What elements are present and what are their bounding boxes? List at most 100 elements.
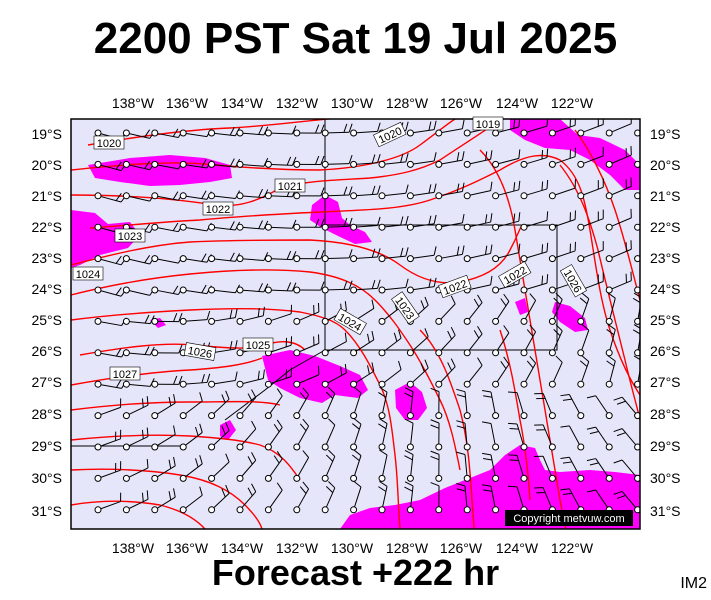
longitude-label-bottom: 132°W <box>276 540 319 556</box>
wind-barb <box>151 425 176 451</box>
wind-barb <box>435 213 465 231</box>
latitude-label-right: 26°S <box>650 343 681 359</box>
longitude-label-top: 134°W <box>221 95 264 111</box>
map-title: 2200 PST Sat 19 Jul 2025 <box>93 14 618 63</box>
wind-barb <box>560 456 585 482</box>
wind-barb <box>634 160 640 168</box>
copyright-text: Copyright metvuw.com <box>513 513 624 525</box>
wind-barb <box>634 286 640 294</box>
isobar-value: 1020 <box>97 138 121 150</box>
wind-barb <box>463 244 493 263</box>
latitude-label-right: 31°S <box>650 503 681 519</box>
wind-barb <box>577 178 604 200</box>
wind-barb <box>179 310 211 325</box>
wind-barb <box>430 387 443 420</box>
latitude-label-right: 21°S <box>650 188 681 204</box>
wind-barb <box>264 451 283 482</box>
map-frame <box>70 118 641 530</box>
wind-barb <box>151 313 183 325</box>
rain-area <box>552 302 588 332</box>
isobar-value: 1027 <box>113 369 137 381</box>
wind-barb <box>605 323 616 357</box>
wind-barb <box>350 386 362 420</box>
wind-barb <box>520 211 549 231</box>
wind-barb <box>435 358 456 388</box>
latitude-label-left: 20°S <box>31 157 62 173</box>
wind-barb <box>605 177 632 200</box>
wind-barb <box>179 455 203 482</box>
wind-barb <box>508 391 528 420</box>
wind-barb <box>406 214 437 231</box>
wind-barb <box>605 355 616 388</box>
wind-barb <box>634 192 640 200</box>
isobar-layer <box>71 119 640 529</box>
wind-barb <box>94 492 122 514</box>
latitude-label-left: 24°S <box>31 281 62 297</box>
isobar-label: 1023 <box>114 228 146 243</box>
isobar-label: 1025 <box>242 337 274 352</box>
latitude-label-right: 29°S <box>650 438 681 454</box>
isobar-value: 1019 <box>476 119 500 131</box>
latitude-label-left: 22°S <box>31 219 62 235</box>
longitude-label-top: 124°W <box>496 95 539 111</box>
wind-barb <box>293 365 320 388</box>
wind-barb <box>208 484 230 514</box>
wind-barb <box>208 422 230 451</box>
wind-barb <box>534 455 556 482</box>
latitude-label-left: 27°S <box>31 374 62 390</box>
wind-barb <box>613 396 640 420</box>
wind-barb <box>208 390 230 420</box>
longitude-label-top: 132°W <box>276 95 319 111</box>
wind-barb <box>236 389 257 420</box>
wind-barb <box>94 461 122 482</box>
wind-barb <box>508 422 528 451</box>
wind-barb <box>520 148 549 168</box>
rain-area <box>515 298 528 315</box>
wind-barb <box>321 481 336 514</box>
latitude-axis-left: 19°S 20°S 21°S 22°S 23°S 24°S 25°S 26°S 27°S 28°S… <box>31 126 62 519</box>
wind-barb <box>208 453 230 482</box>
wind-barb <box>236 306 265 325</box>
wind-barb <box>492 325 510 357</box>
isobar-label: 1020 <box>93 135 125 150</box>
latitude-label-right: 27°S <box>650 374 681 390</box>
wind-barb <box>560 393 585 420</box>
wind-barb <box>613 459 640 482</box>
wind-barb <box>548 210 576 231</box>
isobar-line <box>71 500 206 529</box>
wind-barb <box>435 295 456 325</box>
wind-barb <box>508 454 528 482</box>
latitude-label-right: 19°S <box>650 126 681 142</box>
wind-barb <box>321 280 353 294</box>
wind-barb <box>179 128 212 138</box>
latitude-label-left: 28°S <box>31 406 62 422</box>
isobar-line <box>71 119 501 207</box>
wind-barb-layer <box>94 119 640 514</box>
wind-barb <box>151 488 176 514</box>
wind-barb <box>586 395 613 420</box>
latitude-label-right: 25°S <box>650 312 681 328</box>
longitude-label-top: 136°W <box>166 95 209 111</box>
wind-barb <box>492 293 510 325</box>
image-tag: IM2 <box>680 575 707 592</box>
longitude-label-bottom: 128°W <box>386 540 429 556</box>
latitude-label-right: 23°S <box>650 250 681 266</box>
isobar-line <box>79 341 306 356</box>
wind-barb <box>577 292 590 325</box>
longitude-label-top: 122°W <box>551 95 594 111</box>
wind-barb <box>350 418 362 451</box>
isobar-value: 1021 <box>278 181 302 193</box>
wind-barb <box>520 179 549 200</box>
wind-barb <box>534 424 556 451</box>
wind-barb <box>350 185 381 200</box>
wind-barb <box>94 398 122 420</box>
longitude-label-bottom: 134°W <box>221 540 264 556</box>
wind-barb <box>378 215 409 231</box>
isobar-line <box>71 269 461 471</box>
wind-barb <box>378 278 409 294</box>
wind-barb <box>520 356 537 388</box>
latitude-label-left: 29°S <box>31 438 62 454</box>
wind-barb <box>520 242 549 263</box>
wind-barb <box>586 426 613 451</box>
wind-barb <box>548 241 576 263</box>
